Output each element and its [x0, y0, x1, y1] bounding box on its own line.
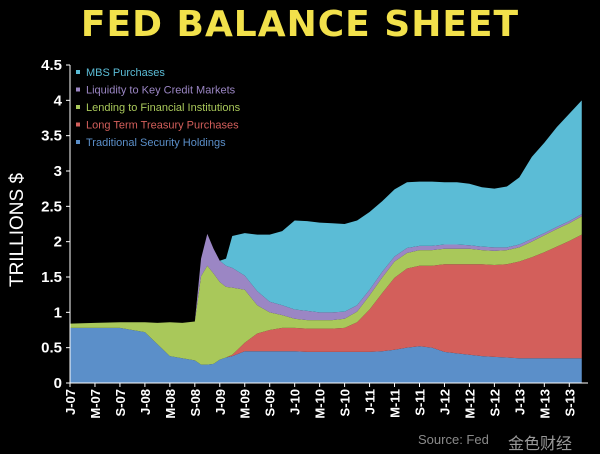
x-tick-label: J-13 — [512, 389, 527, 415]
x-tick-label: S-11 — [412, 389, 427, 416]
x-tick-label: S-13 — [562, 389, 577, 416]
legend-swatch — [76, 140, 80, 144]
legend-swatch — [76, 70, 80, 74]
series-area-lending-to-financial-institutions — [70, 216, 582, 365]
y-tick-label: 3.5 — [41, 128, 62, 145]
x-tick-label: M-08 — [163, 389, 178, 419]
y-axis-label: TRILLIONS $ — [7, 173, 28, 287]
legend-swatch — [76, 87, 80, 92]
x-tick-label: J-07 — [63, 389, 78, 415]
y-tick-label: 0.5 — [41, 340, 62, 357]
axes: 0 0.5 1 1.5 2 2.5 3 3.5 4 4.5 J-07 M-07 S-07 J-08 M-08… — [41, 57, 588, 419]
series-area-traditional-security-holdings — [70, 327, 582, 383]
x-tick-label: M-07 — [88, 389, 103, 419]
series-area-mbs-purchases — [70, 100, 582, 324]
x-tick-label: J-11 — [363, 389, 378, 414]
legend-entry: Lending to Financial Institutions — [86, 102, 241, 114]
legend-swatch — [76, 122, 80, 127]
x-tick-label: S-10 — [338, 389, 353, 416]
y-tick-label: 4 — [54, 92, 63, 109]
x-tick-label: M-12 — [462, 389, 477, 419]
x-tick-label: J-12 — [437, 389, 452, 415]
y-tick-label: 0 — [54, 375, 62, 392]
x-tick-label: S-12 — [487, 389, 502, 416]
x-tick-label: S-09 — [263, 389, 278, 416]
y-tick-label: 2 — [54, 234, 62, 251]
x-tick-label: S-07 — [113, 389, 128, 416]
legend-entry: Long Term Treasury Purchases — [86, 120, 239, 132]
legend-swatch — [76, 105, 80, 109]
series-area-long-term-treasury-purchases — [70, 234, 582, 365]
chart-title: FED BALANCE SHEET — [80, 4, 520, 45]
x-tick-label: M-10 — [313, 389, 328, 419]
source-note: Source: Fed — [418, 432, 489, 447]
area-layer — [70, 100, 582, 383]
y-tick-label: 3 — [54, 163, 62, 180]
x-tick-label: M-11 — [388, 389, 403, 418]
watermark: 金色财经 — [508, 434, 573, 453]
legend-entry: Traditional Security Holdings — [86, 137, 226, 149]
legend-entry: Liquidity to Key Credit Markets — [86, 85, 236, 97]
x-tick-label: M-09 — [238, 389, 253, 419]
legend: MBS Purchases Liquidity to Key Credit Mar… — [76, 67, 241, 149]
y-tick-label: 2.5 — [41, 198, 62, 215]
x-tick-label: M-13 — [537, 389, 552, 419]
series-area-liquidity-to-key-credit-markets — [70, 214, 582, 324]
y-tick-label: 1.5 — [41, 269, 62, 286]
x-tick-label: J-10 — [288, 389, 303, 415]
x-tick-label: J-08 — [138, 389, 153, 415]
x-tick-label: J-09 — [213, 389, 228, 415]
y-tick-label: 1 — [54, 304, 62, 321]
x-tick-label: S-08 — [188, 389, 203, 416]
y-tick-label: 4.5 — [41, 57, 62, 74]
legend-entry: MBS Purchases — [86, 67, 165, 79]
